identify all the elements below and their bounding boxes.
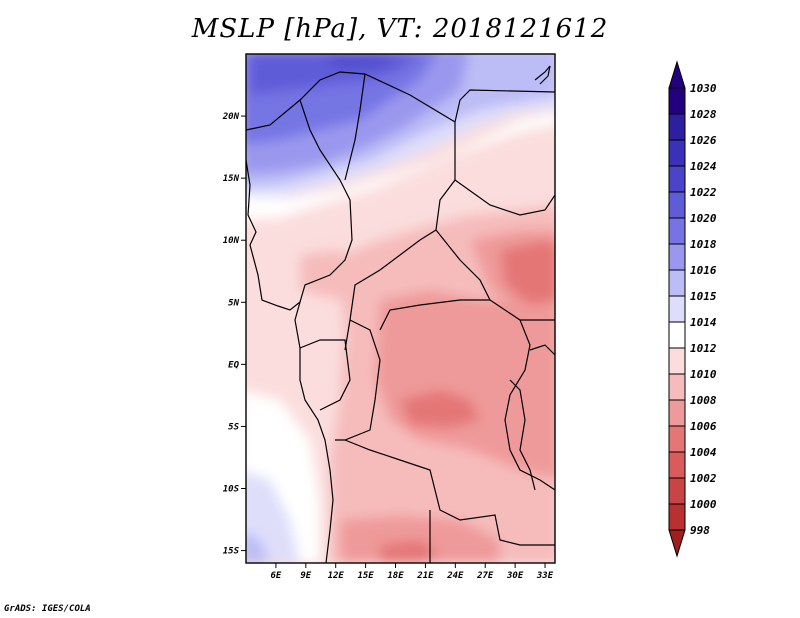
lon-label: 30E: [506, 571, 524, 581]
colorbar: 1030 1028 1026 1024 1022 1020 1018 1016 1015 1014…: [668, 60, 717, 558]
colorbar-swatch: [668, 139, 686, 167]
lon-label: 27E: [476, 571, 494, 581]
lon-label: 9E: [300, 571, 311, 581]
coastlines-and-borders: [246, 65, 555, 563]
colorbar-label: 1030: [690, 82, 717, 95]
colorbar-label: 1018: [690, 238, 717, 251]
colorbar-swatch: [668, 477, 686, 505]
colorbar-swatch: [668, 373, 686, 401]
map-title: MSLP [hPa], VT: 2018121612: [191, 14, 609, 44]
colorbar-label: 1000: [690, 498, 717, 511]
colorbar-swatch: [668, 399, 686, 427]
latitude-axis: 20N 15N 10N 5N EQ 5S 10S 15S: [222, 112, 246, 557]
colorbar-swatch: [668, 113, 686, 141]
lat-label: 5N: [228, 298, 239, 308]
colorbar-swatch: [668, 87, 686, 115]
lat-label: 10N: [223, 236, 240, 246]
colorbar-swatch: [668, 191, 686, 219]
colorbar-label: 1012: [690, 342, 717, 355]
colorbar-label: 1010: [690, 368, 717, 381]
lat-label: 20N: [222, 112, 240, 122]
colorbar-label: 1004: [690, 446, 717, 459]
colorbar-swatch: [668, 243, 686, 271]
lon-label: 6E: [270, 571, 281, 581]
colorbar-label: 1006: [690, 420, 717, 433]
lon-label: 18E: [387, 571, 404, 581]
lon-label: 33E: [536, 571, 554, 581]
colorbar-label: 1026: [690, 134, 717, 147]
colorbar-label: 1024: [690, 160, 717, 173]
colorbar-label: 1015: [690, 290, 717, 303]
lat-label: 15S: [223, 547, 240, 557]
colorbar-swatch: [668, 321, 686, 349]
colorbar-swatch: [668, 165, 686, 193]
colorbar-label: 1002: [690, 472, 717, 485]
lat-label: 5S: [228, 422, 239, 432]
lat-label: EQ: [228, 360, 239, 370]
lon-label: 15E: [357, 571, 374, 581]
colorbar-top-arrow: [668, 60, 686, 89]
lon-label: 21E: [416, 571, 434, 581]
lon-label: 12E: [328, 571, 345, 581]
colorbar-swatch: [668, 451, 686, 479]
colorbar-swatch: [668, 503, 686, 531]
colorbar-swatch: [668, 269, 686, 297]
colorbar-label: 1014: [690, 316, 717, 329]
colorbar-label: 1020: [690, 212, 717, 225]
colorbar-label: 1028: [690, 108, 717, 121]
grads-credit: GrADS: IGES/COLA: [4, 604, 91, 614]
colorbar-label: 1008: [690, 394, 717, 407]
colorbar-swatch: [668, 295, 686, 323]
colorbar-swatch: [668, 425, 686, 453]
lat-label: 10S: [223, 485, 240, 495]
colorbar-label: 1016: [690, 264, 717, 277]
colorbar-bottom-arrow: [668, 529, 686, 558]
longitude-axis: 6E 9E 12E 15E 18E 21E 24E 27E 30E 33E: [270, 563, 554, 581]
pressure-field: [246, 54, 555, 563]
colorbar-swatch: [668, 347, 686, 375]
lon-label: 24E: [446, 571, 464, 581]
colorbar-label: 1022: [690, 186, 717, 199]
colorbar-label: 998: [690, 524, 710, 537]
lat-label: 15N: [223, 174, 240, 184]
colorbar-swatch: [668, 217, 686, 245]
map-frame: [245, 53, 556, 564]
